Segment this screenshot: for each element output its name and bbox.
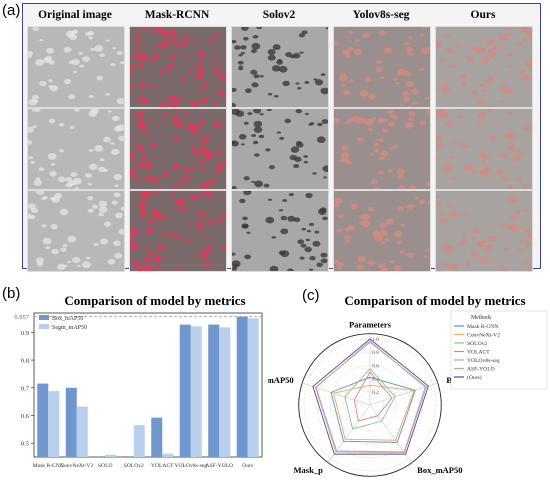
legend-swatch: [39, 324, 49, 329]
segm-bar: [190, 326, 202, 457]
microscopy-image: [27, 190, 125, 272]
category-label: SOLOv2: [124, 463, 144, 469]
segm-bar: [105, 454, 117, 457]
radar-legend-label: ASF-YOLO: [467, 367, 495, 373]
category-label: SOLO: [98, 463, 113, 469]
radar-chart-title: Comparison of model by metrics: [344, 293, 526, 308]
segm-bar: [162, 453, 174, 457]
radar-series: [314, 341, 428, 453]
y-tick-label: 0.6: [21, 413, 30, 420]
radar-axis-label: Parameters: [349, 320, 392, 330]
y-tick-label: 0.7: [21, 385, 30, 392]
radar-spoke: [369, 404, 413, 463]
microscopy-image: [435, 190, 533, 272]
segm-bar: [76, 406, 88, 457]
category-label: Mask R-CNN: [33, 463, 64, 469]
segm-bar: [48, 391, 60, 457]
box-bar: [65, 387, 77, 457]
radar-series: [312, 338, 429, 455]
microscopy-image: [333, 190, 431, 272]
microscopy-image: [231, 108, 329, 190]
y-tick-label: 0.5: [21, 441, 29, 448]
column-title: Ours: [470, 9, 496, 21]
radar-legend-label: YOLACT: [467, 350, 490, 356]
legend-label: Box_mAP50: [52, 316, 83, 322]
radar-legend-title: Methods: [471, 315, 492, 321]
segm-bar: [133, 425, 145, 457]
y-tick-label: 0.9: [21, 330, 29, 337]
microscopy-image: [231, 190, 329, 272]
radar-legend-label: ConvNeXt-V2: [467, 333, 500, 339]
panel-a-label: (a): [2, 2, 21, 19]
box-bar: [151, 417, 163, 457]
reference-line-label: 0.957: [14, 314, 29, 321]
radar-ring: [303, 338, 437, 472]
column-title: Yolov8s-seg: [352, 9, 410, 21]
segm-bar: [219, 327, 231, 457]
segm-bar: [247, 318, 259, 457]
radar-series: [344, 368, 396, 430]
plot-frame: [33, 312, 263, 458]
category-label: YOLACT: [151, 463, 174, 469]
radar-chart: ParametersBox_pBox_mAP50Mask_pMask_mAP50…: [268, 310, 548, 477]
radar-legend-label: (Ours): [467, 374, 482, 381]
radar-ring: [316, 351, 424, 459]
microscopy-image: [435, 108, 533, 190]
category-label: YOLOv8s-seg: [174, 463, 207, 469]
box-bar: [37, 383, 49, 457]
microscopy-image: [333, 108, 431, 190]
column-title: Mask-RCNN: [144, 9, 210, 21]
microscopy-image: [435, 26, 533, 108]
microscopy-image: [231, 26, 329, 108]
y-tick-label: 0.8: [21, 358, 29, 365]
radar-spoke: [327, 404, 371, 463]
radar-r-tick: 0.2: [372, 390, 379, 396]
radar-series: [330, 376, 416, 443]
radar-spoke: [302, 382, 371, 406]
radar-series: [333, 384, 415, 441]
radar-axis-label: Box_mAP50: [417, 465, 462, 475]
box-bar: [208, 324, 220, 457]
panel-c-label: (c): [302, 287, 320, 304]
bar-chart-title: Comparison of model by metrics: [64, 293, 246, 308]
category-label: Ours: [242, 463, 253, 469]
box-bar: [179, 324, 191, 457]
legend-label: Segm_mAP50: [52, 325, 87, 331]
column-title: Original image: [38, 9, 112, 21]
microscopy-image: [27, 26, 125, 108]
radar-series: [353, 371, 393, 422]
microscopy-image: [129, 190, 227, 272]
radar-legend: [450, 310, 548, 390]
legend-swatch: [39, 315, 49, 320]
radar-axis-label: Mask_p: [294, 465, 324, 475]
radar-axis-label: Mask_mAP50: [268, 375, 294, 385]
microscopy-image: [129, 26, 227, 108]
microscopy-image: [333, 26, 431, 108]
radar-legend-label: YOLOv8s-seg: [467, 358, 500, 364]
radar-legend-label: Mask R-CNN: [467, 324, 498, 330]
box-bar: [236, 316, 248, 457]
panel-b-label: (b): [2, 285, 21, 302]
bar-chart: 0.5 0.6 0.7 0.8 0.9 0.957 Mask R-CNNConvNeXt-V…: [14, 312, 263, 469]
radar-r-tick: 1.0: [372, 337, 379, 343]
radar-r-tick: 0.4: [372, 377, 379, 383]
radar-r-tick: 0.6: [372, 363, 379, 369]
microscopy-image: [129, 108, 227, 190]
image-grid: Original image Mask-RCNN Solov2 Yolov8s-seg…: [22, 3, 541, 272]
category-label: ASF-YOLO: [205, 463, 233, 469]
radar-r-tick: 0.8: [372, 350, 379, 356]
category-label: ConvNeXt-V2: [60, 463, 93, 469]
microscopy-image: [27, 108, 125, 190]
radar-legend-label: SOLOv2: [467, 341, 487, 347]
column-title: Solov2: [262, 9, 296, 21]
radar-ring: [356, 391, 384, 419]
